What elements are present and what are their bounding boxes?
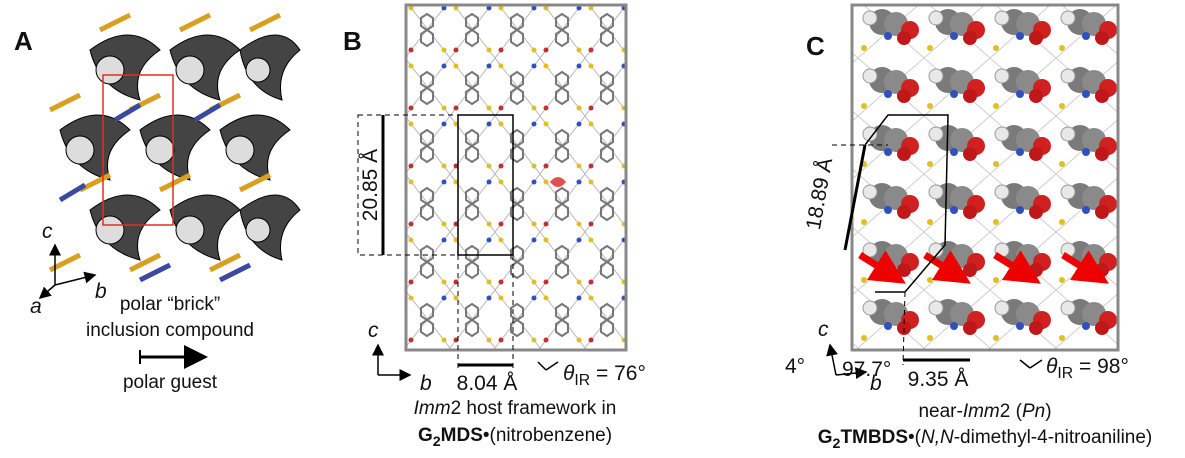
text-run: 2 host framework in xyxy=(451,398,617,419)
text-run: 2 xyxy=(833,436,841,452)
angle-icon xyxy=(1020,360,1042,368)
axis-label: a xyxy=(30,295,42,318)
text-run: -dimethyl-4-nitroaniline) xyxy=(954,427,1153,448)
panel-b: B 20.85 Å 8.04 Å c b θIR = 76° Imm2 host… xyxy=(343,5,646,450)
height-label: 20.85 Å xyxy=(359,149,382,221)
theta-label: θIR = 98° xyxy=(1046,355,1129,382)
text-run: ) xyxy=(1045,401,1051,422)
text-run: Imm xyxy=(963,401,1000,422)
panel-label: B xyxy=(343,26,362,56)
text-run: θ xyxy=(1046,355,1058,378)
theta-label: θIR = 76° xyxy=(563,362,646,389)
text-run: G xyxy=(818,427,833,448)
text-run: N,N xyxy=(921,427,954,448)
text-run: TMBDS xyxy=(840,427,908,448)
width-label: 9.35 Å xyxy=(908,368,969,391)
panel-c: C 18.89 Å 9.35 Å c b 4° 97.7° θIR = 98° … xyxy=(785,5,1152,452)
text-run: G xyxy=(418,425,433,446)
angle-icon xyxy=(538,362,558,370)
panel-label: A xyxy=(14,26,33,56)
text-run: 2 xyxy=(433,434,441,450)
width-label: 8.04 Å xyxy=(457,372,518,395)
text-run: Pn xyxy=(1022,401,1045,422)
text-run: IR xyxy=(574,372,590,389)
caption: polar “brick” xyxy=(120,294,220,315)
axis-label: c xyxy=(42,220,53,243)
framework-image xyxy=(406,5,626,350)
text-run: •(nitrobenzene) xyxy=(483,425,612,446)
text-run: near- xyxy=(918,401,962,422)
text-run: Imm xyxy=(414,398,451,419)
caption: G2MDS•(nitrobenzene) xyxy=(418,425,612,450)
text-run: MDS xyxy=(441,425,483,446)
angle-label: 4° xyxy=(785,355,805,378)
figure: A xyxy=(0,0,1185,453)
caption: near-Imm2 (Pn) xyxy=(918,401,1051,422)
angle-label: 97.7° xyxy=(842,358,891,381)
axis-label: b xyxy=(95,280,107,303)
axis-label: c xyxy=(818,318,829,341)
brick-structure xyxy=(50,15,300,280)
caption: polar guest xyxy=(123,372,218,393)
caption: inclusion compound xyxy=(86,320,254,341)
text-run: 2 ( xyxy=(1000,401,1023,422)
page: { "panel_a": { "label": "A", "axes": {"c… xyxy=(0,0,1185,453)
framework-image xyxy=(852,5,1118,350)
caption: Imm2 host framework in xyxy=(414,398,617,419)
panel-a: A xyxy=(14,15,300,393)
text-run: = 76° xyxy=(590,362,646,385)
caption: G2TMBDS•(N,N-dimethyl-4-nitroaniline) xyxy=(818,427,1153,452)
axes-a xyxy=(40,245,95,298)
text-run: θ xyxy=(563,362,575,385)
text-run: IR xyxy=(1057,365,1073,382)
axis-label: c xyxy=(368,319,379,342)
height-label: 18.89 Å xyxy=(802,156,837,231)
axis-label: b xyxy=(420,372,432,395)
panel-label: C xyxy=(806,31,825,61)
text-run: = 98° xyxy=(1073,355,1129,378)
text-run: •( xyxy=(908,427,922,448)
